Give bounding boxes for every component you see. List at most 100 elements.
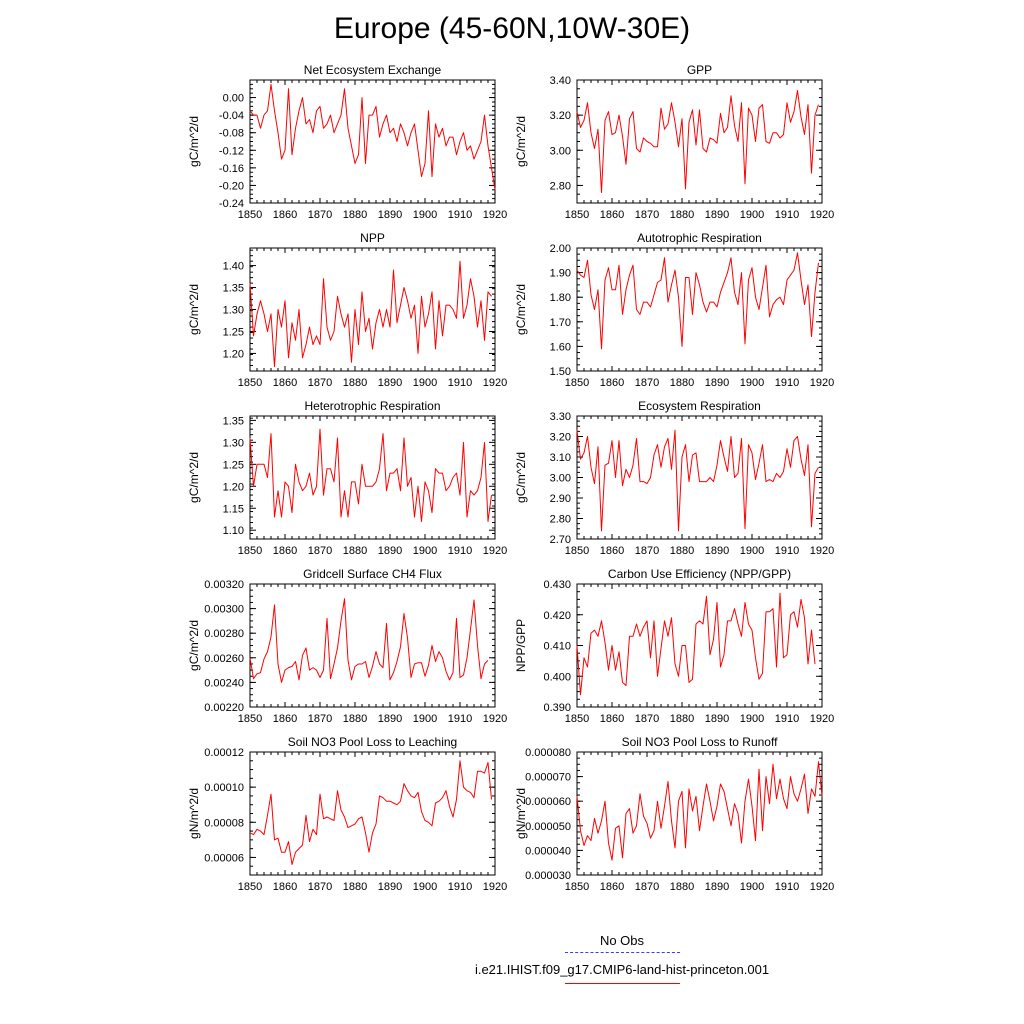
y-tick-label: 0.400 — [543, 671, 571, 683]
x-tick-label: 1880 — [670, 881, 694, 893]
x-tick-label: 1910 — [775, 209, 799, 221]
chart-panel: Net Ecosystem Exchange gC/m^2/d 1850 1860 18… — [187, 63, 507, 221]
x-tick-label: 1890 — [378, 377, 402, 389]
x-tick-label: 1890 — [378, 545, 402, 557]
x-tick-label: 1880 — [670, 545, 694, 557]
x-tick-label: 1910 — [448, 881, 472, 893]
series-line — [576, 429, 819, 532]
y-tick-label: 0.390 — [543, 702, 571, 714]
x-tick-label: 1900 — [413, 881, 437, 893]
y-tick-label: 1.70 — [550, 317, 571, 329]
x-tick-label: 1900 — [413, 377, 437, 389]
y-tick-label: 0.420 — [543, 610, 571, 622]
y-tick-label: 0.000040 — [525, 845, 571, 857]
chart-panel: Ecosystem Respiration gC/m^2/d 1850 1860 187… — [514, 399, 834, 557]
plot-frame — [249, 247, 496, 372]
series-line — [249, 428, 492, 522]
legend-obs-swatch — [565, 952, 680, 953]
chart-title: Gridcell Surface CH4 Flux — [303, 567, 442, 581]
x-tick-label: 1850 — [565, 209, 589, 221]
x-tick-label: 1870 — [308, 377, 332, 389]
x-tick-label: 1920 — [810, 881, 834, 893]
x-tick-label: 1870 — [635, 377, 659, 389]
y-tick-label: 0.410 — [543, 641, 571, 653]
x-tick-label: 1850 — [238, 545, 262, 557]
x-tick-label: 1860 — [273, 209, 297, 221]
y-axis-label: gC/m^2/d — [187, 116, 201, 167]
x-tick-label: 1860 — [273, 545, 297, 557]
x-tick-label: 1920 — [483, 377, 507, 389]
series-line — [576, 252, 819, 350]
x-tick-label: 1910 — [775, 713, 799, 725]
y-tick-label: 1.90 — [550, 268, 571, 280]
chart-title: Heterotrophic Respiration — [304, 399, 440, 413]
x-tick-label: 1920 — [483, 881, 507, 893]
x-tick-label: 1880 — [343, 209, 367, 221]
y-tick-label: 0.000080 — [525, 747, 571, 759]
page-title: Europe (45-60N,10W-30E) — [333, 12, 691, 45]
plot-frame — [249, 751, 496, 876]
x-tick-label: 1880 — [343, 377, 367, 389]
chart-panel: GPP gC/m^2/d 1850 1860 1870 1880 1890 1900 1910 1… — [514, 63, 834, 221]
x-tick-label: 1890 — [705, 377, 729, 389]
x-tick-label: 1850 — [565, 881, 589, 893]
y-tick-label: 3.10 — [550, 452, 571, 464]
x-tick-label: 1900 — [740, 209, 764, 221]
x-tick-label: 1850 — [238, 713, 262, 725]
chart-panel: Soil NO3 Pool Loss to Leaching gN/m^2/d 18… — [187, 735, 507, 893]
x-tick-label: 1890 — [705, 209, 729, 221]
chart-title: NPP — [360, 231, 385, 245]
y-tick-label: -0.04 — [219, 110, 244, 122]
y-tick-label: -0.24 — [219, 198, 244, 210]
x-tick-label: 1880 — [670, 713, 694, 725]
y-axis-label: gN/m^2/d — [187, 788, 201, 839]
chart-title: Ecosystem Respiration — [638, 399, 761, 413]
plot-frame — [249, 415, 496, 540]
y-tick-label: 1.30 — [223, 437, 244, 449]
x-tick-label: 1870 — [308, 209, 332, 221]
x-tick-label: 1860 — [600, 881, 624, 893]
x-tick-label: 1860 — [273, 713, 297, 725]
x-tick-label: 1900 — [740, 545, 764, 557]
x-tick-label: 1910 — [448, 209, 472, 221]
y-tick-label: 1.80 — [550, 292, 571, 304]
y-tick-label: 0.000030 — [525, 870, 571, 882]
x-tick-label: 1860 — [273, 377, 297, 389]
y-axis-label: gC/m^2/d — [514, 452, 528, 503]
y-tick-label: 1.35 — [223, 415, 244, 427]
y-tick-label: 1.30 — [223, 305, 244, 317]
y-tick-label: 1.10 — [223, 525, 244, 537]
y-tick-label: 1.40 — [223, 261, 244, 273]
series-line — [249, 260, 492, 368]
y-tick-label: -0.20 — [219, 180, 244, 192]
legend-model-label: i.e21.IHIST.f09_g17.CMIP6-land-hist-prin… — [474, 962, 770, 977]
y-axis-label: gN/m^2/d — [514, 788, 528, 839]
x-tick-label: 1910 — [775, 881, 799, 893]
y-tick-label: 0.00006 — [204, 852, 244, 864]
x-tick-label: 1870 — [635, 209, 659, 221]
series-line — [576, 90, 819, 193]
y-tick-label: -0.16 — [219, 163, 244, 175]
x-tick-label: 1880 — [343, 713, 367, 725]
x-tick-label: 1860 — [600, 713, 624, 725]
x-tick-label: 1900 — [413, 713, 437, 725]
series-line — [576, 592, 816, 696]
x-tick-label: 1900 — [740, 377, 764, 389]
chart-title: Autotrophic Respiration — [637, 231, 762, 245]
x-tick-label: 1910 — [775, 377, 799, 389]
y-tick-label: 0.000070 — [525, 772, 571, 784]
y-tick-label: 3.20 — [550, 110, 571, 122]
x-tick-label: 1850 — [565, 713, 589, 725]
y-axis-label: gC/m^2/d — [514, 116, 528, 167]
y-tick-label: 0.00010 — [204, 782, 244, 794]
x-tick-label: 1870 — [308, 881, 332, 893]
x-tick-label: 1850 — [238, 377, 262, 389]
y-tick-label: 3.00 — [550, 473, 571, 485]
legend-obs-label: No Obs — [599, 933, 645, 948]
chart-title: Soil NO3 Pool Loss to Runoff — [622, 735, 779, 749]
y-tick-label: 0.00320 — [204, 579, 244, 591]
x-tick-label: 1910 — [448, 377, 472, 389]
x-tick-label: 1880 — [343, 881, 367, 893]
y-tick-label: 0.00280 — [204, 628, 244, 640]
chart-panel: Carbon Use Efficiency (NPP/GPP) NPP/GPP 18… — [514, 567, 834, 725]
